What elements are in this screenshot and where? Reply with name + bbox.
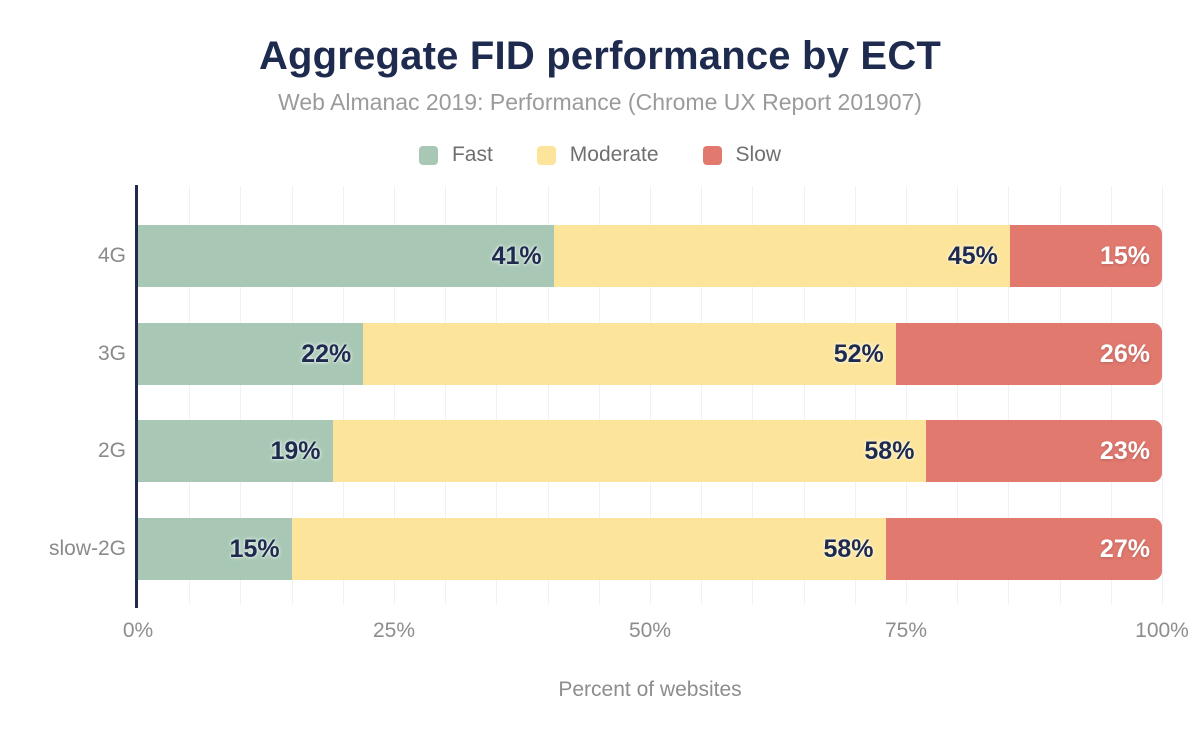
- data-label: 23%: [1099, 436, 1150, 465]
- gridline: [598, 186, 600, 604]
- chart-title: Aggregate FID performance by ECT: [258, 34, 942, 78]
- gridline: [854, 186, 856, 604]
- bar-segment-4G-slow: 15%: [1009, 225, 1162, 287]
- x-axis-tick-label: 100%: [1135, 619, 1189, 642]
- bar-segment-slow-2G-fast: 15%: [138, 518, 292, 580]
- gridline: [650, 186, 651, 604]
- legend-item-fast: Fast: [418, 143, 493, 167]
- gridline: [957, 186, 959, 604]
- bar-segment-3G-fast: 22%: [138, 323, 364, 385]
- gridline: [906, 186, 907, 604]
- data-label: 58%: [864, 436, 915, 465]
- gridline: [189, 186, 191, 604]
- gridline: [240, 186, 242, 604]
- gridline: [701, 186, 703, 604]
- gridline: [445, 186, 447, 604]
- x-axis-tick-label: 75%: [884, 619, 928, 642]
- gridline: [291, 186, 293, 604]
- data-label: 26%: [1099, 339, 1150, 368]
- chart-subtitle: Web Almanac 2019: Performance (Chrome UX…: [278, 89, 922, 115]
- plot-area: 41% 45% 15% 22% 52% 26% 19% 58% 23% 15% 58% 27%: [138, 186, 1163, 604]
- data-label: 58%: [823, 534, 874, 563]
- gridline: [1008, 186, 1010, 604]
- bar-segment-3G-moderate: 52%: [363, 323, 896, 385]
- gridline: [803, 186, 805, 604]
- data-label: 19%: [270, 436, 321, 465]
- bar-segment-4G-fast: 41%: [138, 225, 554, 287]
- legend-swatch-slow: [702, 145, 722, 165]
- legend-swatch-moderate: [536, 145, 556, 165]
- legend-item-moderate: Moderate: [536, 143, 659, 167]
- bar-row-2G: 19% 58% 23%: [138, 420, 1162, 482]
- bar-row-4G: 41% 45% 15%: [138, 225, 1162, 287]
- data-label: 52%: [833, 339, 884, 368]
- bar-segment-2G-fast: 19%: [138, 420, 333, 482]
- x-axis-tick-label: 25%: [372, 619, 416, 642]
- x-axis-tick-label: 0%: [122, 619, 154, 642]
- data-label: 41%: [491, 241, 542, 270]
- y-axis-label-2G: 2G: [97, 439, 126, 462]
- y-axis-label-3G: 3G: [97, 342, 126, 365]
- bar-segment-2G-slow: 23%: [926, 420, 1162, 482]
- legend-label: Slow: [735, 143, 782, 166]
- y-axis-label-slow-2G: slow-2G: [48, 537, 126, 560]
- bar-row-slow-2G: 15% 58% 27%: [138, 518, 1162, 580]
- gridline: [496, 186, 498, 604]
- x-axis-title: Percent of websites: [558, 678, 742, 701]
- gridline: [342, 186, 344, 604]
- gridline: [1110, 186, 1112, 604]
- legend-label: Fast: [451, 143, 493, 166]
- data-label: 15%: [229, 534, 280, 563]
- gridline: [752, 186, 754, 604]
- legend-swatch-fast: [418, 145, 438, 165]
- gridline: [547, 186, 549, 604]
- bar-segment-slow-2G-moderate: 58%: [291, 518, 886, 580]
- data-label: 45%: [947, 241, 998, 270]
- y-axis-label-4G: 4G: [97, 244, 126, 267]
- bar-segment-slow-2G-slow: 27%: [885, 518, 1162, 580]
- data-label: 15%: [1099, 241, 1150, 270]
- gridline: [1059, 186, 1061, 604]
- data-label: 22%: [301, 339, 352, 368]
- data-label: 27%: [1099, 534, 1150, 563]
- bar-segment-4G-moderate: 45%: [553, 225, 1010, 287]
- legend: Fast Moderate Slow: [0, 143, 1200, 167]
- bar-segment-2G-moderate: 58%: [332, 420, 927, 482]
- y-axis-line: [135, 185, 138, 608]
- bar-segment-3G-slow: 26%: [895, 323, 1162, 385]
- gridline: [394, 186, 395, 604]
- gridline: [1162, 186, 1163, 604]
- bar-row-3G: 22% 52% 26%: [138, 323, 1162, 385]
- legend-item-slow: Slow: [702, 143, 782, 167]
- legend-label: Moderate: [569, 143, 659, 166]
- x-axis-tick-label: 50%: [628, 619, 672, 642]
